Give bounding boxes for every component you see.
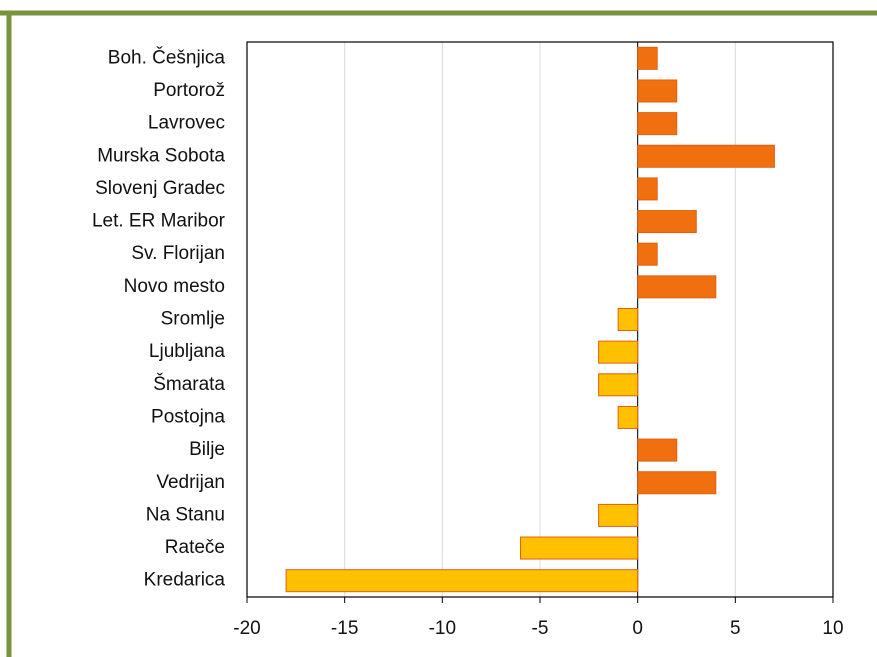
bar <box>519 536 639 560</box>
bar <box>617 405 639 429</box>
x-tick-label: 5 <box>730 618 741 639</box>
y-tick-label: Postojna <box>151 406 225 427</box>
bar <box>637 46 658 70</box>
y-tick-label: Lavrovec <box>148 113 225 134</box>
x-tick-label: -5 <box>532 618 549 639</box>
bar <box>598 373 639 397</box>
y-tick-label: Murska Sobota <box>97 145 225 166</box>
x-tick-label: 10 <box>822 618 843 639</box>
y-tick-label: Vedrijan <box>156 472 225 493</box>
y-tick-label: Slovenj Gradec <box>95 178 225 199</box>
y-tick-label: Sv. Florijan <box>131 243 225 264</box>
bar <box>637 275 717 299</box>
x-tick-label: -20 <box>233 618 260 639</box>
bar <box>637 177 658 201</box>
y-tick-label: Novo mesto <box>124 276 225 297</box>
bar <box>598 503 639 527</box>
bar <box>637 210 697 234</box>
y-tick-label: Ljubljana <box>149 341 225 362</box>
bar <box>285 569 639 593</box>
y-tick-label: Let. ER Maribor <box>92 211 226 232</box>
bar <box>637 144 775 168</box>
bar <box>637 438 678 462</box>
y-tick-label: Portorož <box>153 80 225 101</box>
bar <box>637 79 678 103</box>
y-tick-label: Na Stanu <box>146 504 225 525</box>
y-tick-label: Bilje <box>189 439 225 460</box>
x-tick-label: 0 <box>632 618 643 639</box>
bar <box>598 340 639 364</box>
y-tick-label: Sromlje <box>161 309 225 330</box>
y-tick-label: Kredarica <box>144 570 226 591</box>
bar <box>637 112 678 136</box>
bar <box>637 471 717 495</box>
plot-border <box>246 41 834 598</box>
bar <box>617 308 639 331</box>
y-tick-label: Boh. Češnjica <box>108 46 226 68</box>
bar <box>637 242 658 266</box>
y-tick-label: Rateče <box>165 537 225 558</box>
y-tick-label: Šmarata <box>153 373 225 395</box>
x-tick-label: -10 <box>429 618 456 639</box>
x-tick-label: -15 <box>331 618 358 639</box>
